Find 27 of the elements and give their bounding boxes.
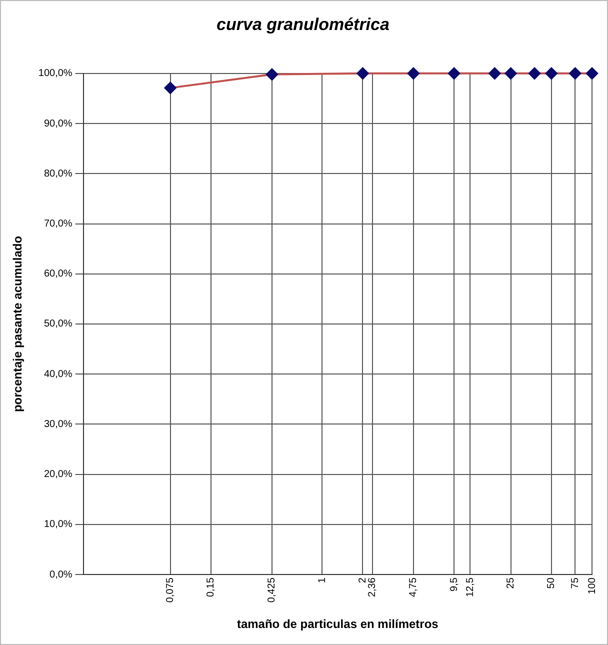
x-tick-label: 4,75 <box>408 577 420 598</box>
x-axis-title: tamaño de particulas en milímetros <box>236 617 439 632</box>
x-tick-label: 0,15 <box>206 577 217 598</box>
y-tick-label: 80,0% <box>44 168 72 180</box>
x-tick-label: 100 <box>586 577 598 594</box>
y-tick-label: 100,0% <box>38 68 72 80</box>
x-tick-label: 50 <box>546 577 558 589</box>
y-tick-label: 0,0% <box>50 569 72 580</box>
x-tick-label: 0,425 <box>266 577 278 603</box>
chart-title: curva granulométrica <box>216 14 390 34</box>
y-tick-label: 10,0% <box>44 519 72 530</box>
x-tick-label: 1 <box>316 577 328 584</box>
x-tick-label: 12,5 <box>464 577 476 598</box>
y-tick-label: 20,0% <box>44 469 72 480</box>
y-tick-label: 50,0% <box>44 318 72 330</box>
x-tick-label: 2,36 <box>367 577 378 598</box>
x-tick-label: 25 <box>506 577 517 589</box>
x-tick-label: 75 <box>570 577 581 589</box>
x-tick-label: 9,5 <box>448 577 460 592</box>
y-tick-label: 70,0% <box>44 218 72 230</box>
x-tick-label: 0,075 <box>165 577 176 603</box>
y-tick-label: 30,0% <box>44 418 72 430</box>
y-axis-title: porcentaje pasante acumulado <box>10 236 25 412</box>
y-tick-label: 90,0% <box>44 118 72 130</box>
x-tick-label: 2 <box>357 577 368 584</box>
y-tick-label: 60,0% <box>44 268 72 280</box>
y-tick-label: 40,0% <box>44 368 72 380</box>
